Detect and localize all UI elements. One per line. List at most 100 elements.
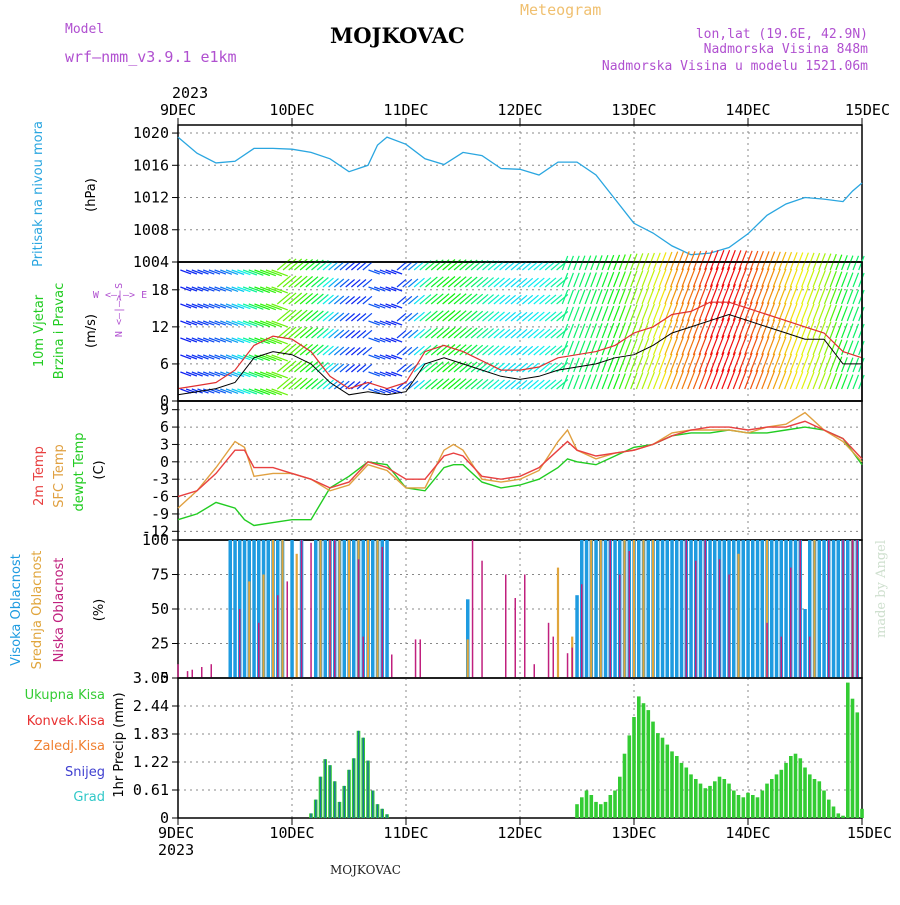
wind-arrow (567, 323, 574, 339)
wind-arrow (379, 320, 392, 326)
wind-arrow (749, 369, 759, 390)
wind-arrow (573, 374, 580, 390)
wind-arrow (522, 311, 534, 322)
wind-arrow (522, 294, 534, 305)
wind-arrow (601, 305, 609, 322)
wind-arrow (208, 320, 221, 326)
wind-arrow (818, 355, 826, 373)
wind-arrow (556, 294, 569, 305)
wind-arrow (220, 388, 233, 394)
wind-unit: (m/s) (84, 314, 99, 348)
wind-arrow (197, 320, 209, 326)
wind-arrow (766, 319, 776, 339)
wind-arrow (806, 269, 815, 288)
wind-arrow (744, 352, 753, 373)
high-cloud-bar (575, 595, 579, 678)
wind-arrow (670, 319, 679, 339)
precip-bar (675, 756, 679, 818)
wind-arrow (550, 311, 563, 322)
wind-arrow (351, 364, 361, 373)
wind-arrow (322, 311, 334, 322)
wind-arrow (647, 269, 655, 288)
temp-ylabel-3: dewpt Temp (72, 432, 87, 511)
precip-bar (732, 790, 736, 818)
wind-arrow (311, 361, 324, 373)
high-cloud-bar (646, 540, 650, 678)
wind-arrow (687, 268, 696, 288)
wind-arrow (806, 371, 815, 390)
wind-arrow (419, 311, 432, 322)
wind-arrow (288, 258, 303, 271)
wind-arrow (220, 269, 233, 275)
wind-arrow (527, 328, 539, 339)
conv-precip-bar (367, 760, 369, 818)
wind-arrow (276, 326, 291, 339)
wind-arrow (641, 269, 650, 288)
precip-bar (632, 717, 636, 818)
low-cloud-bar (828, 540, 830, 678)
wind-arrow (299, 343, 313, 356)
wind-arrow (265, 269, 283, 277)
wind-arrow (436, 276, 450, 288)
wind-arrow (698, 250, 708, 271)
high-cloud-bar (660, 540, 665, 678)
conv-precip-bar (310, 813, 312, 818)
wind-arrow (738, 369, 748, 390)
conv-precip-bar (334, 781, 336, 818)
wind-arrow (345, 313, 355, 322)
cloud-unit: (%) (92, 599, 107, 622)
precip-bar (698, 783, 703, 818)
wind-arrow (721, 351, 731, 373)
precip-bar (694, 779, 698, 818)
wind-arrow (191, 354, 203, 360)
wind-arrow (368, 269, 381, 275)
wind-arrow (225, 269, 239, 275)
wind-arrow (225, 320, 239, 326)
wind-arrow (379, 337, 392, 343)
wind-arrow (727, 334, 736, 356)
wind-arrow (299, 326, 313, 339)
model-label: Model (65, 22, 104, 37)
wind-arrow (180, 286, 192, 292)
wind-arrow (801, 303, 809, 322)
wind-arrow (231, 320, 245, 327)
wind-arrow (442, 344, 456, 356)
low-cloud-bar (471, 540, 474, 678)
wind-arrow (430, 293, 444, 305)
wind-arrow (727, 317, 736, 339)
low-cloud-bar (780, 636, 782, 678)
wind-arrow (254, 320, 271, 328)
wind-arrow (396, 278, 407, 288)
wind-arrow (635, 321, 644, 339)
wind-arrow (356, 347, 367, 356)
wind-arrow (584, 289, 592, 305)
wind-arrow (220, 354, 233, 360)
wind-arrow (578, 323, 586, 339)
wind-arrow (846, 272, 854, 288)
wind-arrow (413, 379, 425, 390)
wind-arrow (362, 329, 373, 339)
wind-arrow (316, 345, 329, 356)
wind-arrow (333, 295, 345, 305)
wind-arrow (311, 344, 324, 356)
wind-arrow (709, 368, 719, 390)
low-cloud-bar (704, 540, 706, 678)
wind-arrow (652, 320, 661, 339)
wind-arrow (618, 339, 626, 356)
wind-arrow (778, 302, 787, 322)
wind-arrow (772, 336, 781, 356)
model-name: wrf—nmm_v3.9.1 e1km (65, 48, 237, 66)
wind-arrow (630, 304, 638, 322)
wind-arrow (795, 354, 804, 373)
wind-arrow (493, 379, 505, 390)
wind-arrow (647, 286, 655, 305)
wind-arrow (727, 300, 736, 322)
wind-arrow (470, 344, 484, 356)
sfc-temp-line (177, 411, 863, 509)
left-labels: Pritisak na nivou mora (hPa) 10m Vjetar Brz… (9, 121, 127, 805)
wind-arrow (237, 337, 251, 344)
wind-arrow (476, 293, 489, 305)
wind-avg-line (177, 313, 862, 396)
wind-arrow (687, 370, 696, 390)
wind-arrow (664, 336, 673, 356)
